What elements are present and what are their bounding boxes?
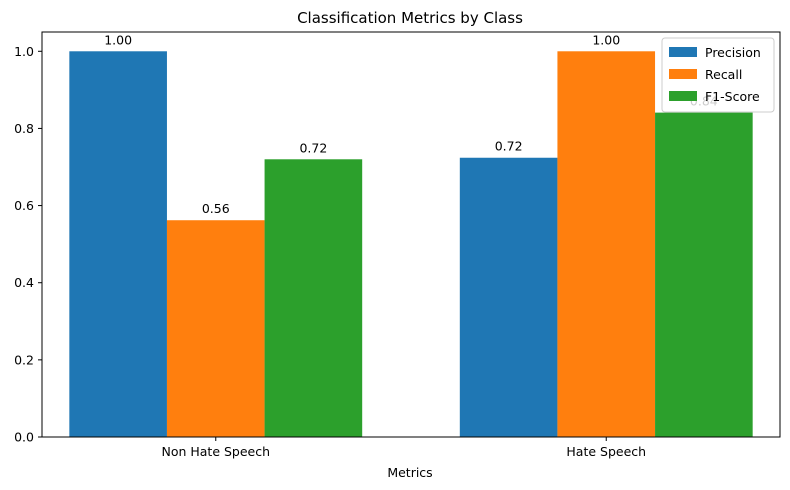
y-tick-label: 1.0	[14, 44, 34, 59]
bar-recall-0	[166, 220, 265, 437]
bar-precision-0	[69, 51, 167, 438]
legend-swatch	[669, 91, 697, 101]
legend-swatch	[669, 47, 697, 57]
x-tick-label: Hate Speech	[566, 444, 646, 459]
y-tick-label: 0.6	[14, 198, 34, 213]
y-tick-label: 0.0	[14, 430, 34, 445]
bar-f1-score-1	[655, 112, 753, 437]
legend-swatch	[669, 69, 697, 79]
bar-precision-1	[459, 157, 558, 437]
y-axis: 0.0 0.2 0.4 0.6 0.8 1.0	[14, 44, 42, 445]
x-tick-label: Non Hate Speech	[161, 444, 270, 459]
data-label: 1.00	[104, 32, 132, 47]
legend-label: F1-Score	[705, 89, 760, 104]
data-label: 0.72	[299, 140, 327, 155]
x-axis: Non Hate Speech Hate Speech	[161, 437, 646, 459]
plot-frame	[41, 31, 781, 438]
legend: Precision Recall F1-Score	[661, 37, 775, 113]
bar-f1-score-0	[264, 159, 363, 438]
data-label: 0.56	[202, 201, 230, 216]
bars-layer	[69, 51, 753, 438]
legend-label: Precision	[705, 45, 761, 60]
y-tick-label: 0.4	[14, 275, 34, 290]
data-label: 0.72	[495, 139, 523, 154]
chart-title: Classification Metrics by Class	[297, 9, 523, 27]
bar-recall-1	[557, 51, 656, 438]
legend-label: Recall	[705, 67, 742, 82]
data-label: 1.00	[592, 32, 620, 47]
y-tick-label: 0.8	[14, 121, 34, 136]
x-axis-label: Metrics	[387, 465, 432, 480]
y-tick-label: 0.2	[14, 352, 34, 367]
